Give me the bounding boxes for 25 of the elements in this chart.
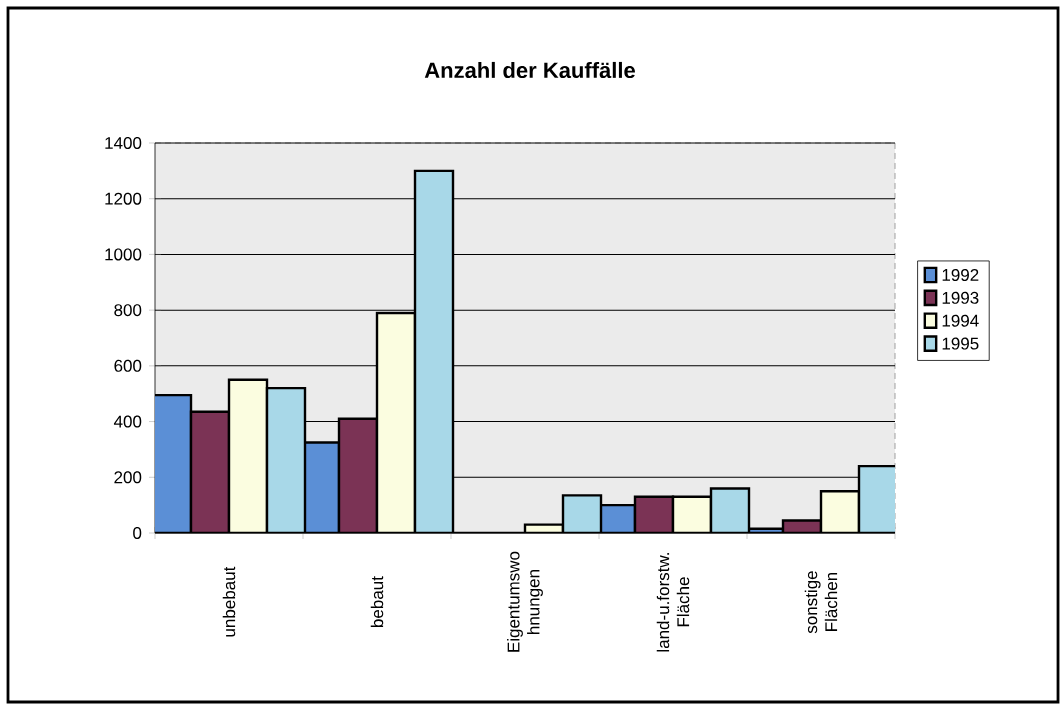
bar <box>267 388 305 533</box>
y-tick-label: 1000 <box>105 248 142 261</box>
y-tick-label: 800 <box>114 304 142 317</box>
x-tick-label: Eigentumswo hnungen <box>507 551 543 652</box>
y-tick-label: 0 <box>133 526 142 540</box>
x-tick-label: sonstige Flächen <box>804 571 838 634</box>
bar <box>339 418 377 533</box>
x-tick-label: bebaut <box>370 576 384 627</box>
bar <box>415 170 454 533</box>
legend-label: 1995 <box>942 337 979 350</box>
y-tick-label: 600 <box>114 359 142 372</box>
legend-label: 1993 <box>942 291 979 304</box>
y-tick-label: 400 <box>113 415 142 428</box>
x-tick-label: land-u.forstw. Fläche <box>656 553 690 652</box>
bar <box>857 464 895 533</box>
y-tick-label: 1200 <box>105 192 142 205</box>
bar <box>191 411 230 533</box>
chart-title: Anzahl der Kauffälle <box>424 61 635 79</box>
x-tick-label: unbebaut <box>222 566 236 637</box>
bar <box>377 312 416 533</box>
y-tick-label: 1400 <box>105 136 142 149</box>
legend-label: 1992 <box>942 268 979 281</box>
legend-label: 1994 <box>942 314 979 327</box>
y-tick-label: 200 <box>114 471 142 484</box>
bar <box>229 379 268 533</box>
